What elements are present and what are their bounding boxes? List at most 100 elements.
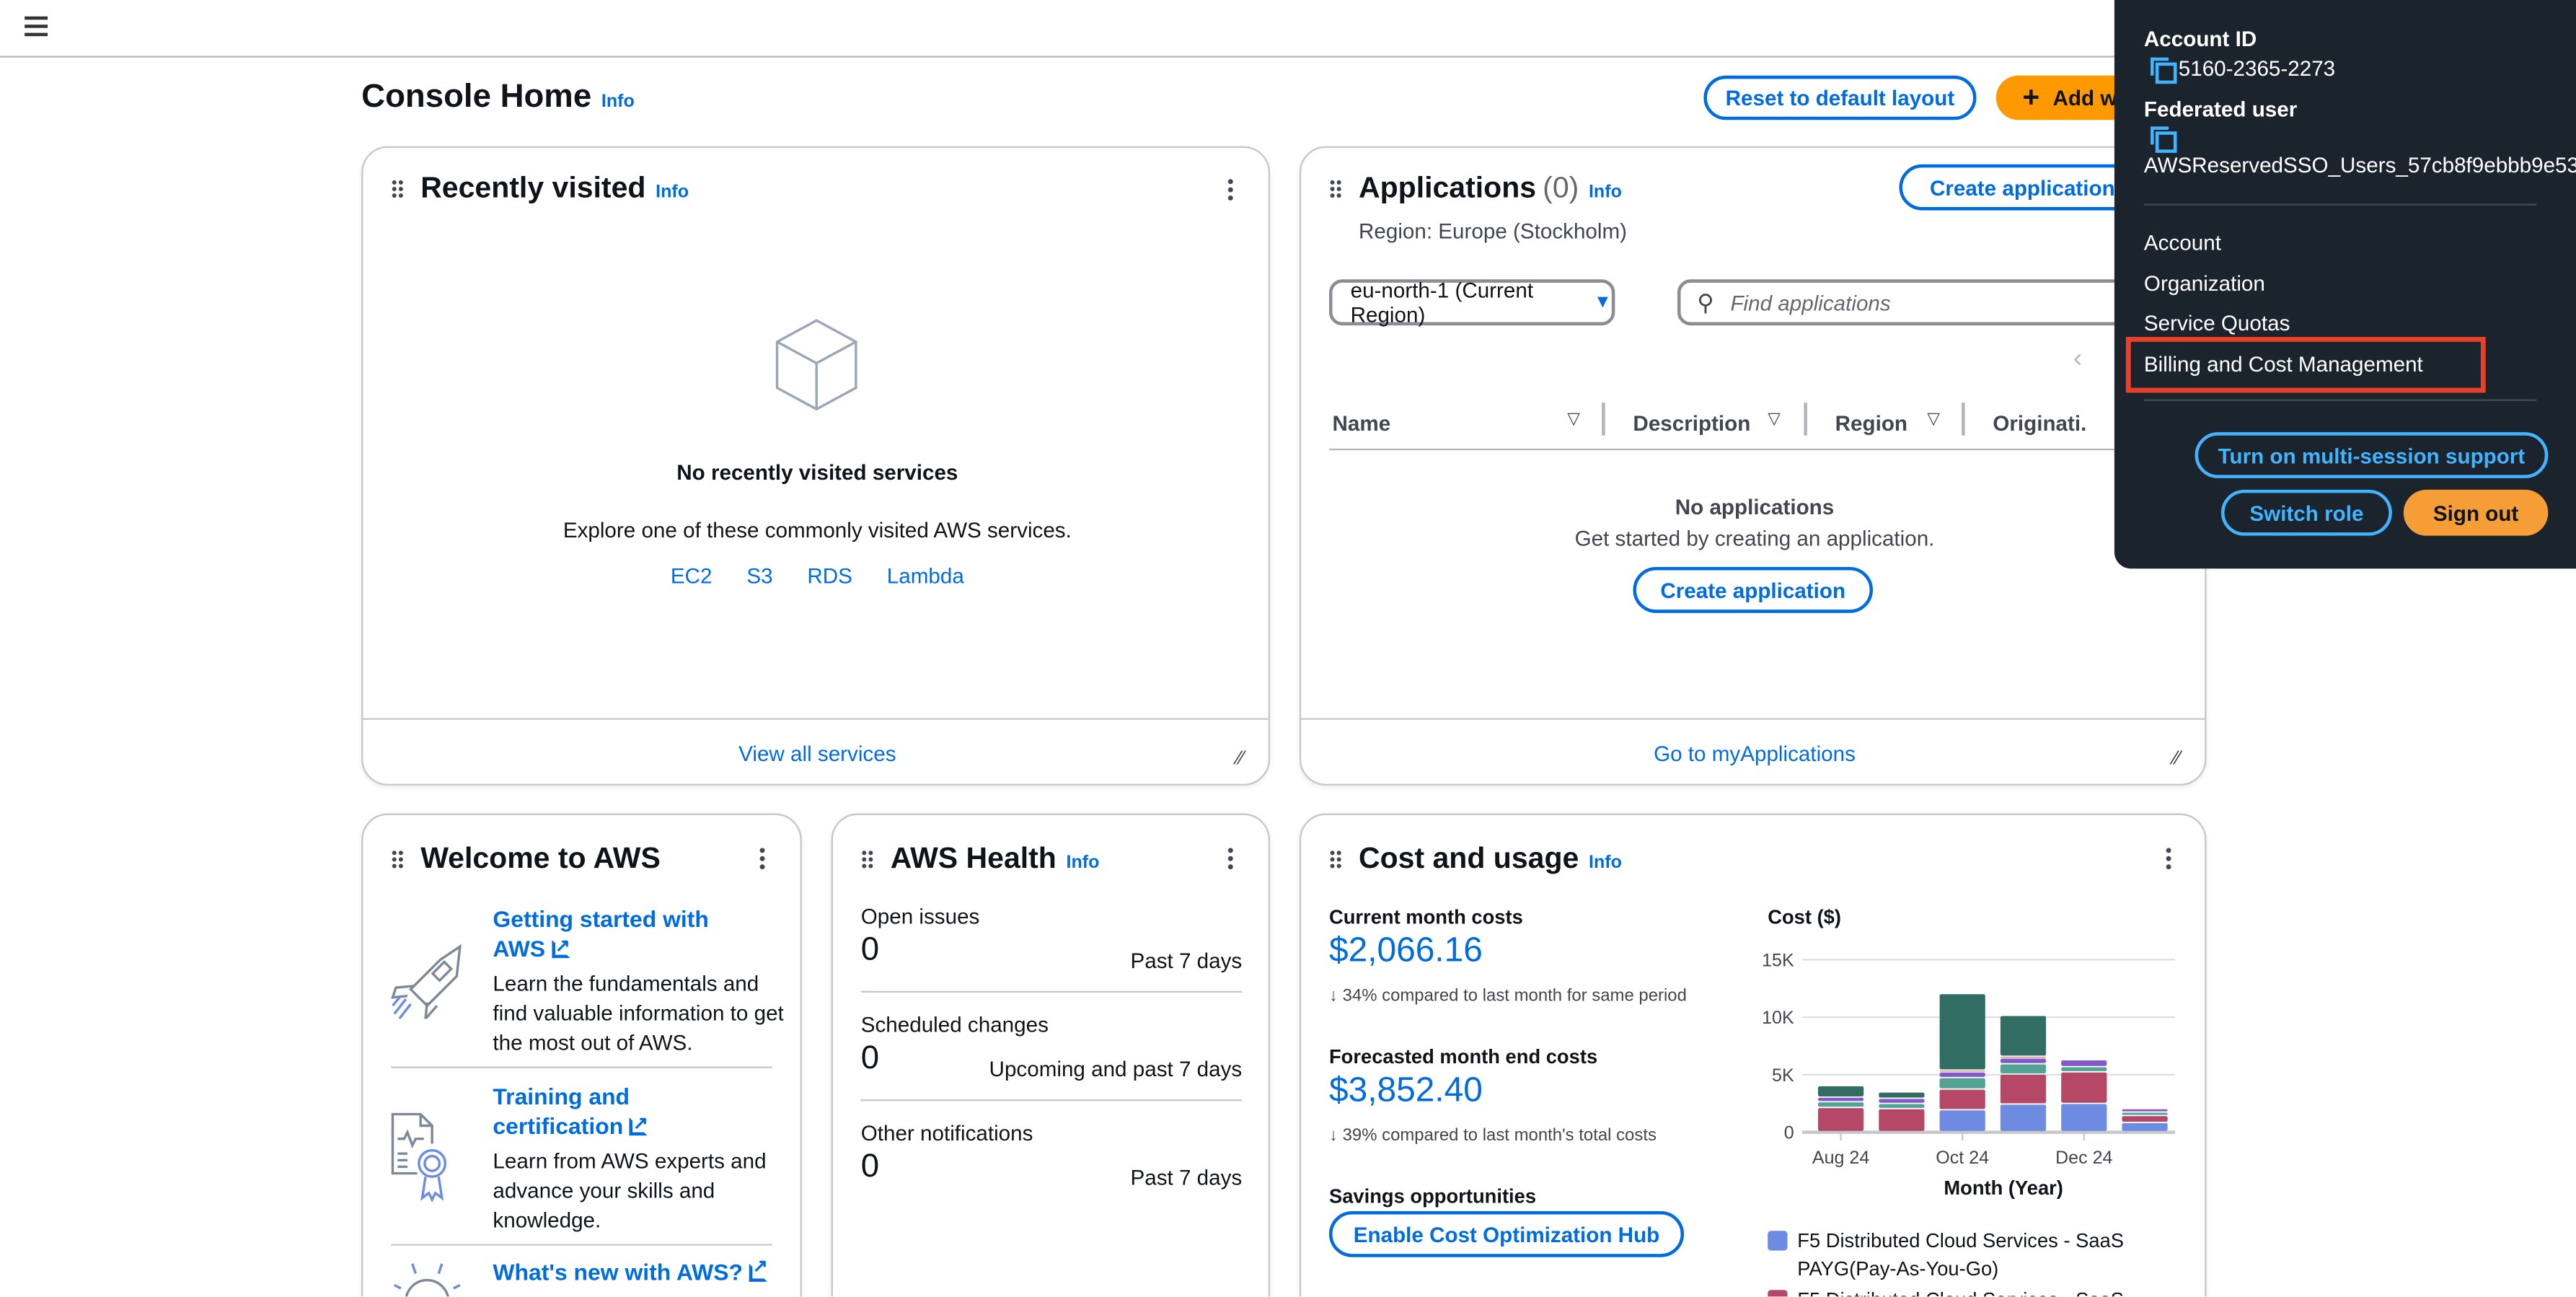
more-options-icon[interactable] — [1227, 177, 1234, 201]
switch-role-button[interactable]: Switch role — [2220, 489, 2392, 536]
health-row-scheduled-changes: Scheduled changes 0 Upcoming and past 7 … — [861, 1012, 1243, 1081]
chevron-left-icon[interactable]: ‹ — [2073, 345, 2083, 374]
sort-icon[interactable]: ▽ — [1927, 410, 1940, 429]
forecast-label: Forecasted month end costs — [1328, 1045, 1598, 1068]
page-title-text: Console Home — [361, 79, 592, 115]
info-link[interactable]: Info — [1588, 853, 1622, 873]
info-link[interactable]: Info — [1066, 853, 1100, 873]
menu-item-account[interactable]: Account — [2143, 229, 2221, 255]
service-link-rds[interactable]: RDS — [807, 563, 852, 589]
current-month-value[interactable]: $2,066.16 — [1328, 931, 1483, 970]
resize-handle-icon[interactable]: ⁄⁄ — [2173, 746, 2181, 770]
copy-icon[interactable] — [2151, 126, 2177, 153]
y-tick-label: 0 — [1784, 1123, 1794, 1143]
external-link-icon — [552, 932, 570, 962]
more-options-icon[interactable] — [759, 846, 766, 870]
bar-segment — [2000, 1104, 2047, 1131]
account-id-value: 5160-2365-2273 — [2178, 56, 2336, 81]
column-header-region[interactable]: Region — [1835, 410, 1908, 436]
menu-item-billing-cost-management[interactable]: Billing and Cost Management — [2143, 351, 2423, 377]
drag-handle-icon[interactable] — [1328, 849, 1343, 870]
more-options-icon[interactable] — [1227, 846, 1234, 870]
drag-handle-icon[interactable] — [860, 849, 874, 870]
sign-out-button[interactable]: Sign out — [2403, 489, 2549, 536]
bar-segment — [2061, 1060, 2107, 1066]
info-link[interactable]: Info — [656, 182, 689, 203]
bar-segment — [1939, 1078, 1985, 1089]
bar-segment — [1818, 1102, 1864, 1107]
training-certification-link[interactable]: Training and certification — [493, 1081, 788, 1140]
drag-handle-icon[interactable] — [1328, 179, 1343, 199]
bar-segment — [1879, 1099, 1925, 1103]
column-header-origination[interactable]: Originati. — [1993, 410, 2087, 436]
bar-segment — [1939, 1110, 1985, 1131]
savings-label: Savings opportunities — [1328, 1184, 1537, 1208]
external-link-icon — [749, 1255, 768, 1282]
drag-handle-icon[interactable] — [391, 179, 405, 199]
view-all-services-link[interactable]: View all services — [738, 741, 896, 766]
row-value: 0 — [860, 1148, 880, 1185]
bar-segment — [1818, 1097, 1864, 1102]
more-options-icon[interactable] — [2165, 846, 2172, 870]
copy-icon[interactable] — [2151, 57, 2177, 84]
service-link-lambda[interactable]: Lambda — [886, 563, 964, 589]
info-link[interactable]: Info — [601, 92, 635, 112]
drag-handle-icon[interactable] — [391, 849, 405, 870]
bar-segment — [2000, 1057, 2047, 1058]
plus-icon: + — [2022, 80, 2040, 114]
region-text: Region: Europe (Stockholm) — [1358, 218, 1628, 244]
resize-handle-icon[interactable]: ⁄⁄ — [1237, 746, 1244, 770]
row-label: Other notifications — [860, 1120, 1033, 1146]
divider — [2143, 399, 2537, 401]
bar-segment — [1879, 1109, 1925, 1131]
go-to-myapplications-link[interactable]: Go to myApplications — [1654, 741, 1856, 766]
bar-segment — [2000, 1074, 2047, 1104]
divider — [391, 1244, 772, 1246]
federated-user-label: Federated user — [2143, 97, 2298, 122]
bar-segment — [2061, 1067, 2107, 1071]
column-divider — [1962, 403, 1965, 436]
widget-title: Applications (0) Info — [1359, 171, 1622, 206]
bar-segment — [1818, 1086, 1864, 1096]
bar-segment — [2061, 1072, 2107, 1103]
row-period: Past 7 days — [1130, 1165, 1243, 1190]
hamburger-icon[interactable] — [25, 16, 48, 37]
column-header-name[interactable]: Name — [1332, 410, 1391, 436]
menu-item-organization[interactable]: Organization — [2143, 271, 2265, 296]
create-application-button[interactable]: Create application — [1899, 164, 2146, 211]
current-month-comparison: ↓ 34% compared to last month for same pe… — [1328, 985, 1687, 1006]
bar-segment — [2000, 1016, 2047, 1056]
service-link-ec2[interactable]: EC2 — [670, 563, 713, 589]
x-tick-label: Oct 24 — [1936, 1148, 1989, 1168]
bar-segment — [2000, 1058, 2047, 1063]
bar-segment — [2000, 1064, 2047, 1074]
search-applications-input[interactable]: ⚲ Find applications — [1677, 279, 2205, 326]
menu-item-service-quotas[interactable]: Service Quotas — [2143, 310, 2290, 335]
multi-session-button[interactable]: Turn on multi-session support — [2195, 432, 2549, 478]
info-link[interactable]: Info — [1588, 182, 1622, 203]
service-links: EC2 S3 RDS Lambda — [363, 563, 1271, 588]
account-id-label: Account ID — [2143, 26, 2257, 51]
reset-layout-button[interactable]: Reset to default layout — [1703, 75, 1977, 120]
row-value: 0 — [860, 931, 880, 968]
bar-segment — [1818, 1108, 1864, 1131]
forecast-value[interactable]: $3,852.40 — [1328, 1071, 1483, 1109]
page-title: Console Home Info — [361, 79, 635, 116]
rocket-icon — [391, 944, 462, 1019]
sort-icon[interactable]: ▽ — [1567, 410, 1580, 429]
sort-icon[interactable]: ▽ — [1768, 410, 1781, 429]
divider — [391, 1066, 772, 1068]
create-application-button-secondary[interactable]: Create application — [1633, 566, 1874, 613]
chart-y-axis-title: Cost ($) — [1768, 905, 1842, 929]
getting-started-link[interactable]: Getting started with AWS — [493, 904, 788, 963]
y-tick-label: 5K — [1772, 1065, 1794, 1086]
region-select[interactable]: eu-north-1 (Current Region) ▼ — [1328, 278, 1615, 327]
recently-visited-widget: Recently visited Info No recently visited… — [361, 146, 1270, 786]
table-header-divider — [1328, 448, 2184, 451]
chart-x-axis-title: Month (Year) — [1944, 1177, 2063, 1200]
column-header-description[interactable]: Description — [1633, 410, 1751, 436]
whats-new-link[interactable]: What's new with AWS? — [493, 1255, 768, 1285]
enable-cost-optimization-hub-button[interactable]: Enable Cost Optimization Hub — [1328, 1210, 1685, 1257]
service-link-s3[interactable]: S3 — [746, 563, 773, 589]
